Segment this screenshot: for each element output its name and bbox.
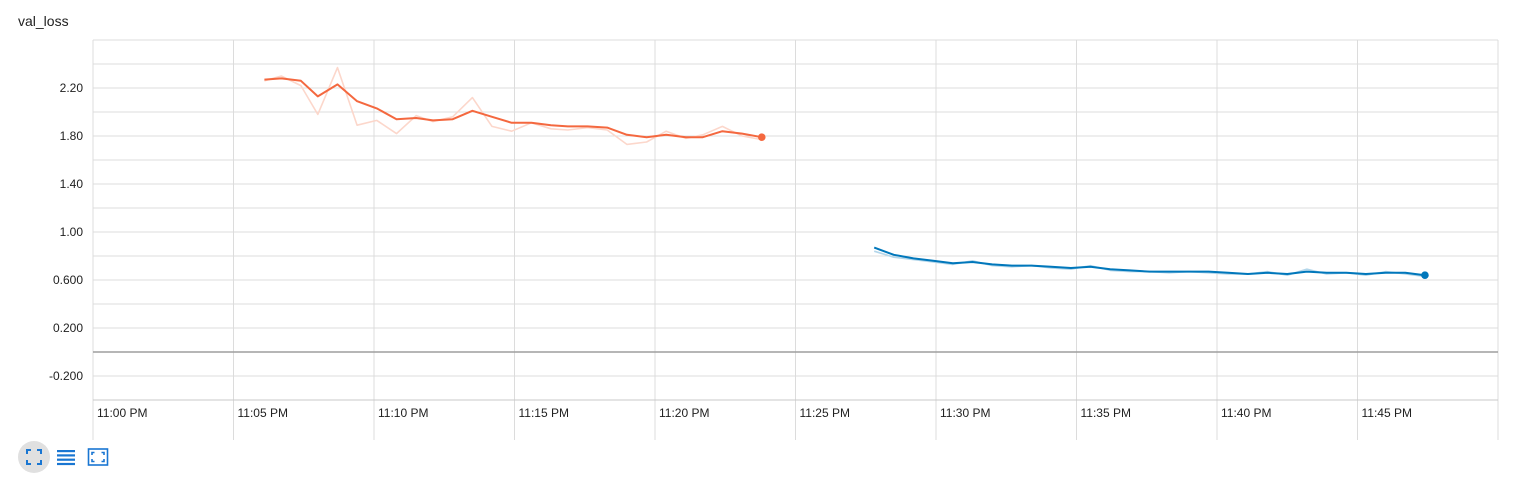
y-tick-label: 1.80 [60, 129, 84, 143]
x-tick-label: 11:10 PM [378, 406, 428, 420]
x-tick-label: 11:40 PM [1221, 406, 1271, 420]
x-tick-label: 11:00 PM [97, 406, 147, 420]
series-0-smoothed-line [264, 77, 762, 139]
list-icon [57, 450, 75, 466]
tick-labels: -0.200 0.200 0.600 1.00 1.40 1.80 2.20 11:00 PM… [49, 81, 1412, 420]
grid [92, 39, 1499, 440]
x-tick-label: 11:15 PM [519, 406, 569, 420]
x-tick-label: 11:35 PM [1081, 406, 1131, 420]
y-tick-label: 1.40 [60, 177, 84, 191]
y-tick-label: 2.20 [60, 81, 84, 95]
y-tick-label: 1.00 [60, 225, 84, 239]
series-0-raw-line [264, 66, 762, 146]
x-tick-label: 11:20 PM [659, 406, 709, 420]
x-tick-label: 11:45 PM [1362, 406, 1412, 420]
fit-domain-icon [87, 448, 109, 466]
series-layer [264, 66, 1429, 280]
chart-toolbar [18, 441, 114, 473]
x-tick-label: 11:25 PM [800, 406, 850, 420]
fit-domain-button[interactable] [82, 441, 114, 473]
fullscreen-button[interactable] [18, 441, 50, 473]
series-1-end-point [1421, 271, 1429, 280]
y-tick-label: 0.600 [53, 273, 83, 287]
chart-area[interactable]: -0.200 0.200 0.600 1.00 1.40 1.80 2.20 11:00 PM… [0, 0, 1518, 440]
x-tick-label: 11:30 PM [940, 406, 990, 420]
chart-title: val_loss [18, 13, 69, 29]
series-0-end-point [757, 133, 766, 141]
axes [93, 351, 1498, 401]
y-tick-label: 0.200 [53, 321, 83, 335]
fullscreen-icon [26, 449, 42, 465]
x-tick-label: 11:05 PM [238, 406, 288, 420]
y-tick-label: -0.200 [49, 369, 83, 383]
toggle-list-button[interactable] [50, 441, 82, 473]
series-1-smoothed-line [873, 246, 1426, 277]
